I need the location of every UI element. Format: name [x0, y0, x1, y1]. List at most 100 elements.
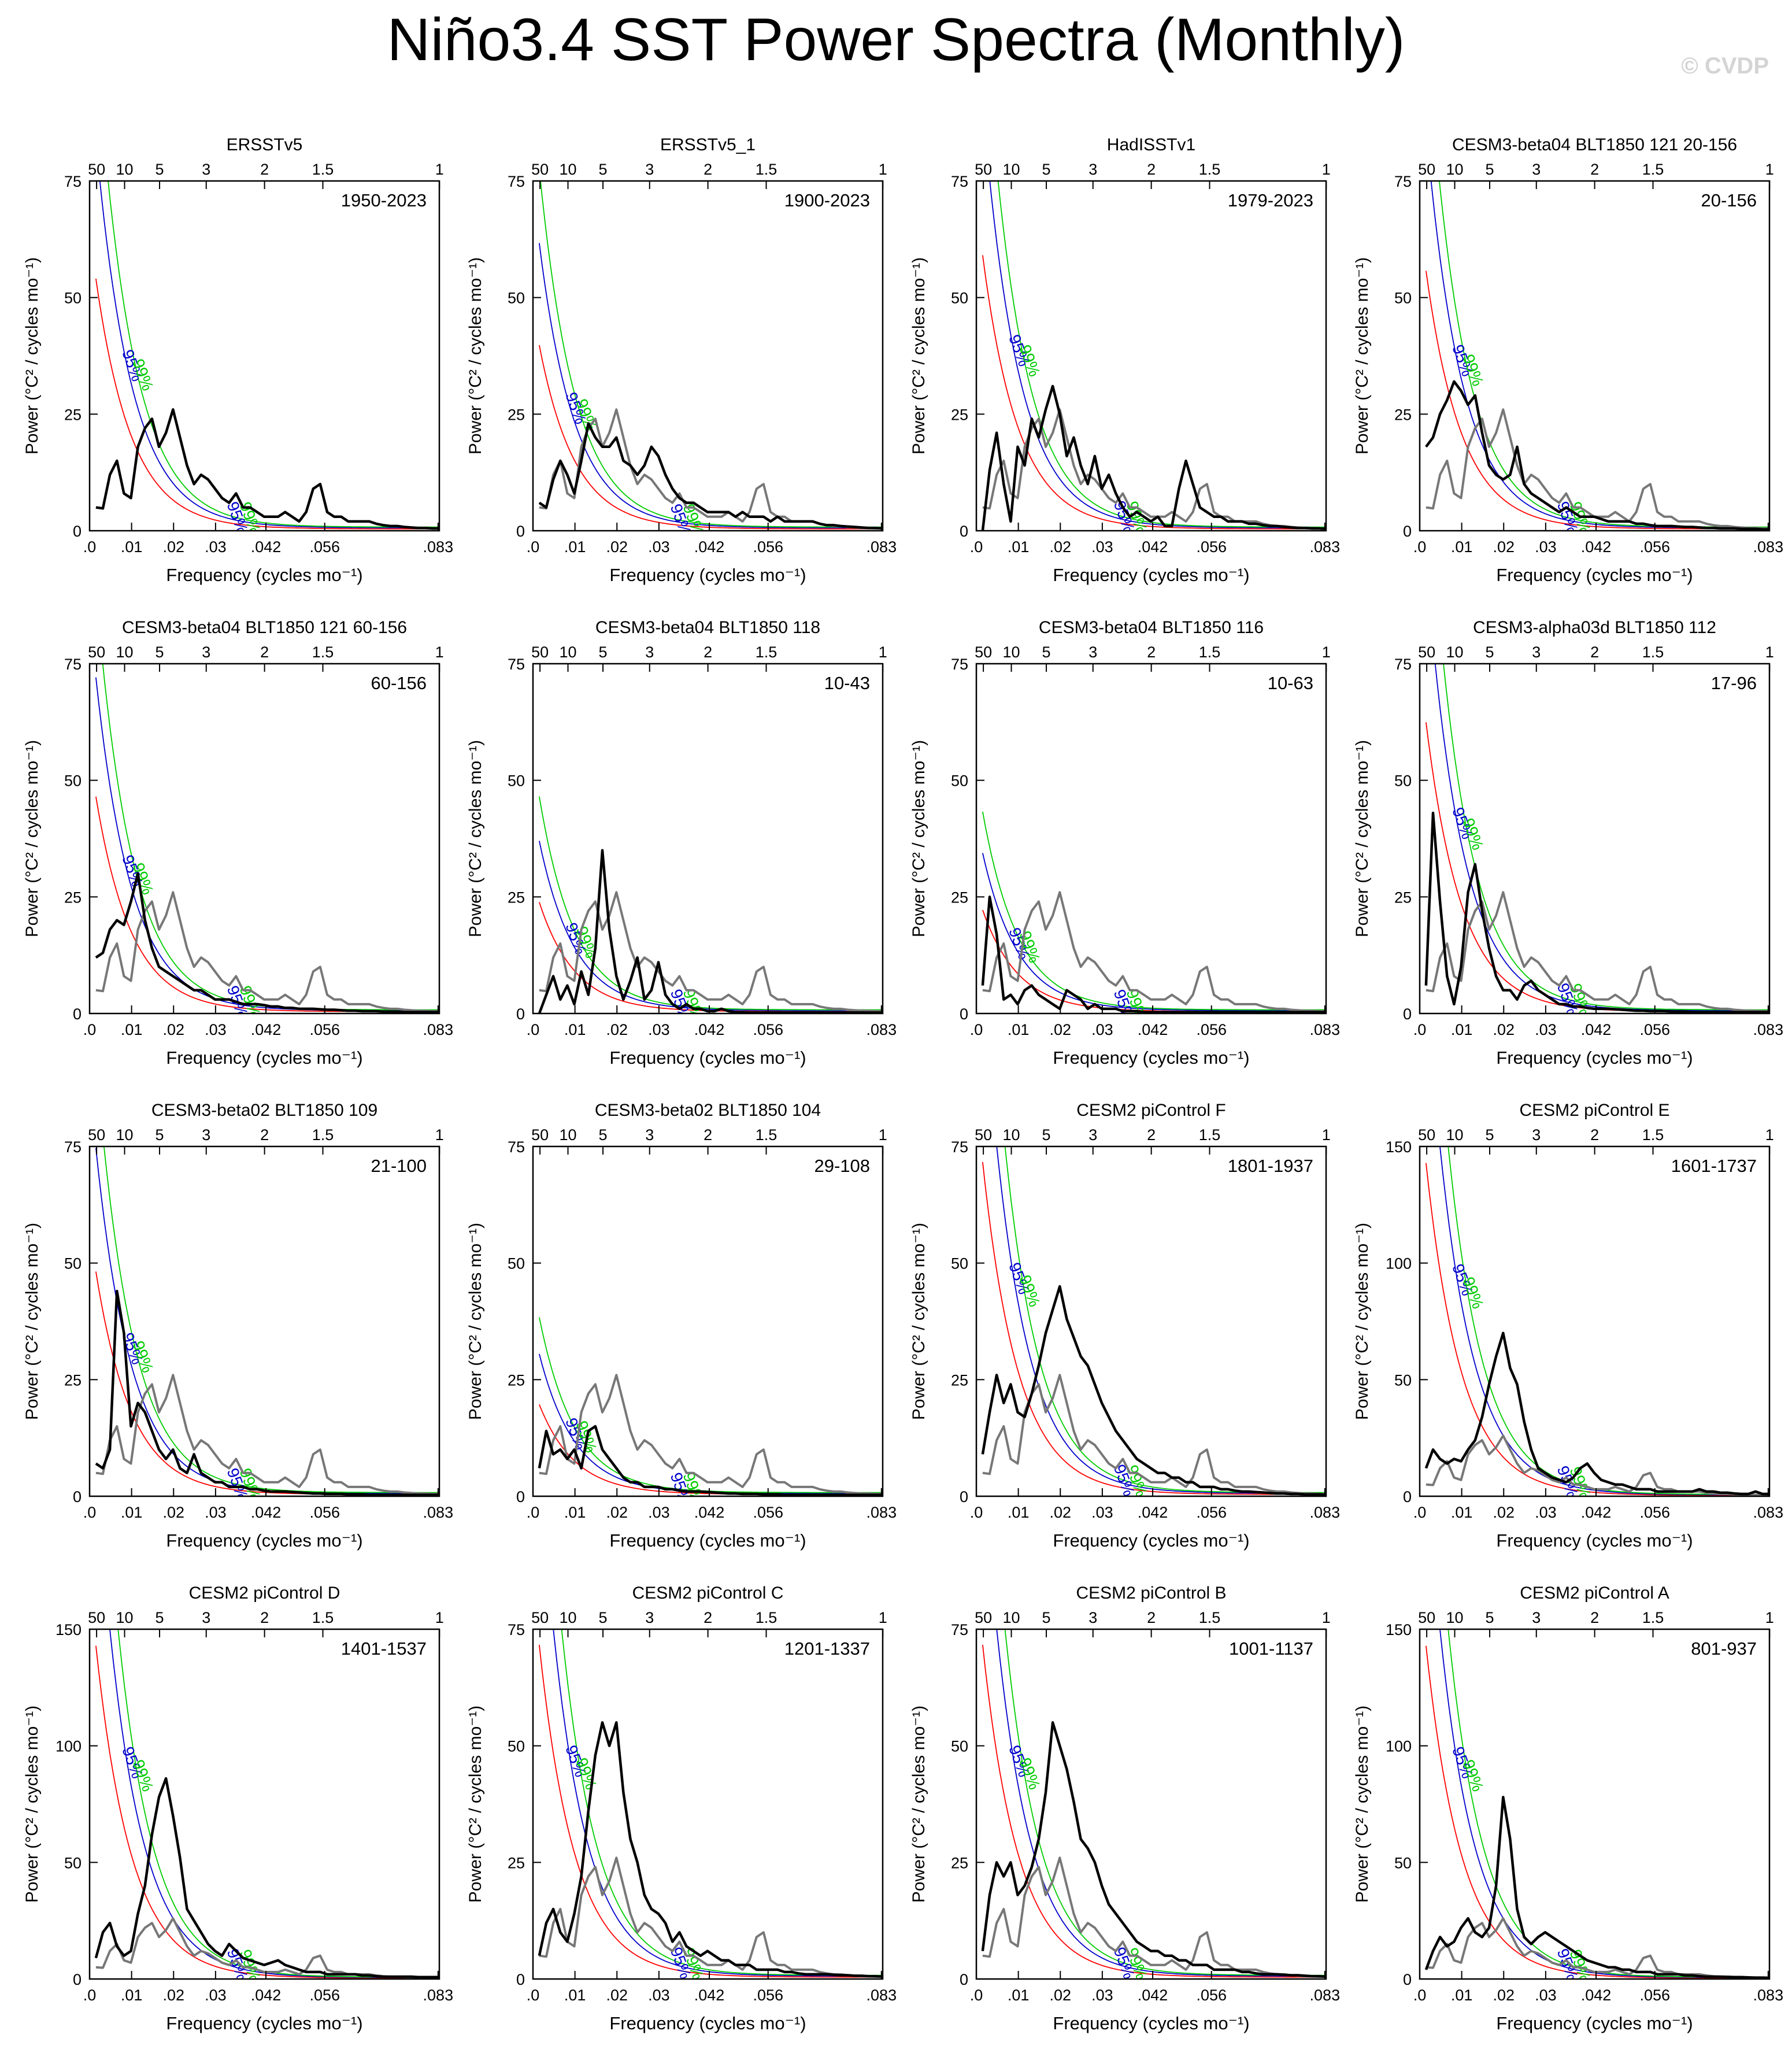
- top-tick-label: 3: [645, 643, 654, 661]
- x-tick-label: .02: [1049, 1504, 1071, 1521]
- panel-9: CESM3-beta02 BLT1850 109 21-10095%99%95%9…: [23, 1101, 454, 1551]
- x-tick-label: .056: [1639, 538, 1670, 556]
- y-tick-label: 50: [951, 1255, 968, 1273]
- panel-title: CESM2 piControl A: [1520, 1584, 1669, 1603]
- y-tick-label: 75: [508, 656, 525, 673]
- top-tick-label: 1.5: [1199, 1126, 1221, 1144]
- top-tick-label: 10: [1003, 161, 1020, 178]
- x-axis-label: Frequency (cycles mo⁻¹): [166, 1530, 362, 1551]
- y-axis-label: Power (°C² / cycles mo⁻¹): [1353, 740, 1372, 937]
- x-tick-label: .0: [1413, 1987, 1427, 2004]
- x-tick-label: .03: [648, 1021, 670, 1038]
- y-tick-label: 0: [1403, 523, 1412, 540]
- x-tick-label: .03: [205, 1987, 227, 2004]
- y-axis-label: Power (°C² / cycles mo⁻¹): [1353, 1223, 1372, 1420]
- reference-spectrum-line: [539, 1856, 883, 1978]
- panel-13: CESM2 piControl D1401-153795%99%95%99%.0…: [23, 1584, 453, 2033]
- x-tick-label: .03: [1091, 1987, 1113, 2004]
- top-tick-label: 10: [116, 1609, 134, 1626]
- x-tick-label: .01: [1008, 1021, 1030, 1038]
- x-tick-label: .0: [527, 1504, 540, 1521]
- x-tick-label: .03: [648, 1987, 670, 2004]
- top-tick-label: 10: [1003, 1126, 1020, 1144]
- top-tick-label: 1.5: [312, 1609, 334, 1626]
- spectrum-line: [538, 1425, 883, 1496]
- top-tick-label: 1.5: [1642, 1126, 1664, 1144]
- x-tick-label: .0: [83, 1987, 97, 2004]
- y-tick-label: 50: [64, 1854, 82, 1871]
- spectrum-line: [538, 422, 883, 530]
- y-tick-label: 50: [951, 772, 968, 790]
- top-tick-label: 50: [1418, 161, 1435, 178]
- top-tick-label: 1.5: [312, 643, 334, 661]
- panel-title: CESM2 piControl F: [1076, 1101, 1225, 1120]
- panel-6: CESM3-beta04 BLT1850 118 10-43 95%99%95%99…: [466, 618, 897, 1068]
- y-tick-label: 25: [508, 1854, 525, 1871]
- red-noise-curve: [539, 345, 883, 530]
- x-tick-label: .042: [251, 538, 282, 556]
- top-tick-label: 3: [1532, 1609, 1541, 1626]
- x-tick-label: .03: [205, 1021, 227, 1038]
- panel-1: ERSSTv51950-202395%99%95%99%.0.01.02.03.…: [23, 135, 453, 585]
- x-tick-label: .083: [423, 1021, 454, 1038]
- top-tick-label: 1: [1765, 1609, 1774, 1626]
- x-tick-label: .042: [694, 538, 725, 556]
- top-tick-label: 3: [1088, 1126, 1097, 1144]
- top-tick-label: 10: [1446, 161, 1464, 178]
- y-tick-label: 50: [1394, 1854, 1412, 1871]
- top-tick-label: 5: [599, 1126, 608, 1144]
- reference-spectrum-line: [1426, 1917, 1769, 1979]
- x-tick-label: .03: [205, 538, 227, 556]
- x-tick-label: .0: [527, 1021, 540, 1038]
- y-tick-label: 75: [64, 173, 82, 190]
- y-tick-label: 75: [951, 656, 968, 673]
- x-tick-label: .042: [1138, 1987, 1168, 2004]
- y-tick-label: 25: [951, 1371, 968, 1389]
- x-axis-label: Frequency (cycles mo⁻¹): [1496, 2013, 1693, 2033]
- period-label: 1401-1537: [341, 1638, 427, 1659]
- y-tick-label: 75: [951, 1621, 968, 1638]
- x-tick-label: .03: [1535, 538, 1557, 556]
- y-tick-label: 25: [951, 1854, 968, 1871]
- x-tick-label: .03: [648, 1504, 670, 1521]
- x-tick-label: .083: [423, 1504, 454, 1521]
- x-tick-label: .0: [527, 538, 540, 556]
- spectrum-line: [981, 896, 1326, 1013]
- top-tick-label: 10: [560, 161, 577, 178]
- x-tick-label: .056: [309, 1021, 340, 1038]
- x-tick-label: .056: [1639, 1987, 1670, 2004]
- top-tick-label: 10: [560, 643, 577, 661]
- y-tick-label: 0: [73, 1971, 82, 1988]
- x-tick-label: .03: [1535, 1504, 1557, 1521]
- sig95-curve: [989, 181, 1326, 528]
- top-tick-label: 10: [1003, 1609, 1020, 1626]
- x-axis-label: Frequency (cycles mo⁻¹): [166, 2013, 362, 2033]
- top-tick-label: 2: [1147, 161, 1156, 178]
- top-tick-label: 2: [260, 1609, 269, 1626]
- x-tick-label: .083: [1310, 1987, 1341, 2004]
- x-tick-label: .01: [1451, 538, 1473, 556]
- top-tick-label: 5: [1042, 643, 1051, 661]
- x-tick-label: .01: [564, 1021, 586, 1038]
- x-tick-label: .01: [121, 1021, 143, 1038]
- y-tick-label: 25: [508, 1371, 525, 1389]
- spectrum-line: [538, 1721, 883, 1978]
- reference-spectrum-line: [539, 1374, 883, 1495]
- top-tick-label: 2: [1590, 643, 1599, 661]
- x-tick-label: .056: [1196, 1987, 1227, 2004]
- panel-4: CESM3-beta04 BLT1850 121 20-15620-15695%…: [1353, 135, 1783, 585]
- top-tick-label: 1: [435, 1609, 444, 1626]
- period-label: 1601-1737: [1671, 1156, 1757, 1176]
- x-tick-label: .02: [606, 538, 628, 556]
- spectrum-line: [1424, 1796, 1769, 1979]
- y-tick-label: 75: [951, 1138, 968, 1156]
- panel-title: ERSSTv5_1: [660, 135, 756, 154]
- top-tick-label: 1: [879, 1126, 887, 1144]
- panel-title: CESM3-beta04 BLT1850 121 60-156: [122, 618, 407, 637]
- top-tick-label: 10: [1446, 1126, 1464, 1144]
- period-label: 801-937: [1691, 1638, 1757, 1659]
- x-tick-label: .042: [1138, 1504, 1168, 1521]
- x-axis-label: Frequency (cycles mo⁻¹): [166, 565, 362, 585]
- y-tick-label: 50: [508, 772, 525, 790]
- panel-12: CESM2 piControl E1601-173795%99%95%99%.0…: [1353, 1101, 1783, 1551]
